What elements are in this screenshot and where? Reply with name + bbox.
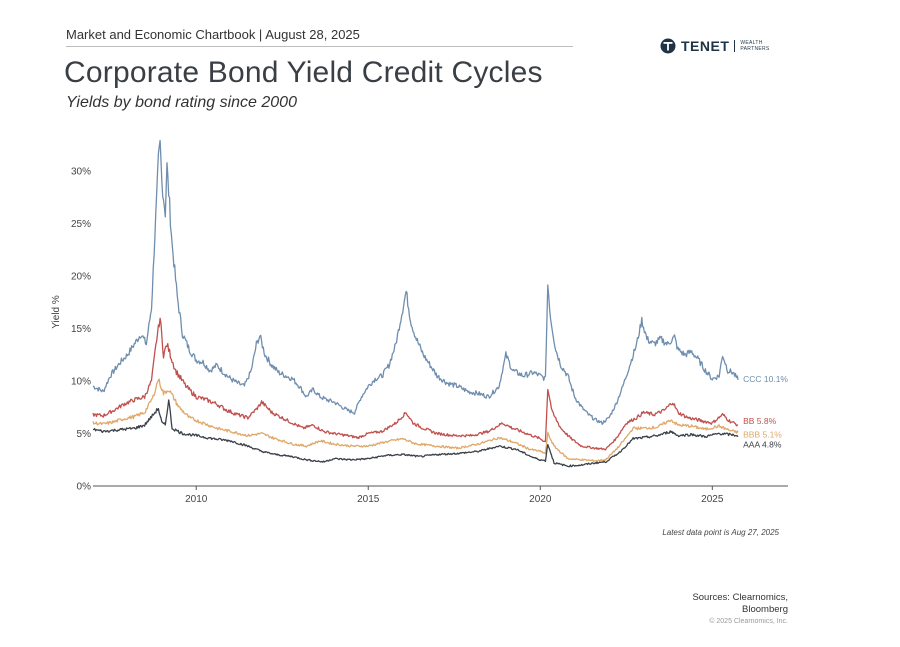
logo-sub-line1: WEALTH [740,40,763,46]
y-axis-label: Yield % [51,295,62,329]
y-tick-label: 25% [71,219,91,230]
x-tick-label: 2010 [185,494,208,505]
series-line-bb [92,317,739,451]
end-label-bb: BB 5.8% [743,416,777,426]
x-axis: 2010 2015 2020 2025 [93,485,788,505]
logo-divider [734,40,736,52]
y-tick-label: 20% [71,272,91,283]
logo-sub-line2: PARTNERS [740,46,770,52]
logo-name: TENET [681,38,730,54]
y-tick-label: 0% [77,482,92,493]
x-tick-label: 2015 [357,494,380,505]
y-tick-label: 30% [71,167,91,178]
end-label-aaa: AAA 4.8% [743,440,782,450]
y-tick-label: 10% [71,377,91,388]
sources-line2: Bloomberg [742,604,788,615]
x-tick-label: 2025 [701,494,724,505]
y-tick-label: 15% [71,324,91,335]
series-lines [92,139,739,468]
series-line-aaa [92,399,739,468]
x-tick-label: 2020 [529,494,552,505]
copyright-note: © 2025 Clearnomics, Inc. [709,618,788,625]
sources-note: Sources: Clearnomics, Bloomberg [692,592,788,616]
header-divider [66,46,573,47]
series-end-labels: CCC 10.1% BB 5.8% BBB 5.1%AAA 4.8% [743,374,788,450]
end-label-bbb: BBB 5.1% [743,429,782,439]
y-axis: 0% 5% 10% 15% 20% 25% 30% [71,167,91,493]
series-line-bbb [92,378,739,463]
series-line-ccc [92,139,739,425]
y-tick-label: 5% [77,429,92,440]
tenet-logo: TENET WEALTH PARTNERS [660,38,770,54]
logo-subtitle: WEALTH PARTNERS [740,40,769,52]
chartbook-header: Market and Economic Chartbook | August 2… [66,27,360,42]
end-label-ccc: CCC 10.1% [743,374,788,384]
sources-line1: Sources: Clearnomics, [692,592,788,603]
latest-data-note: Latest data point is Aug 27, 2025 [662,528,779,537]
page-title: Corporate Bond Yield Credit Cycles [64,56,543,89]
tenet-logo-icon [660,38,676,54]
page-subtitle: Yields by bond rating since 2000 [66,94,297,111]
